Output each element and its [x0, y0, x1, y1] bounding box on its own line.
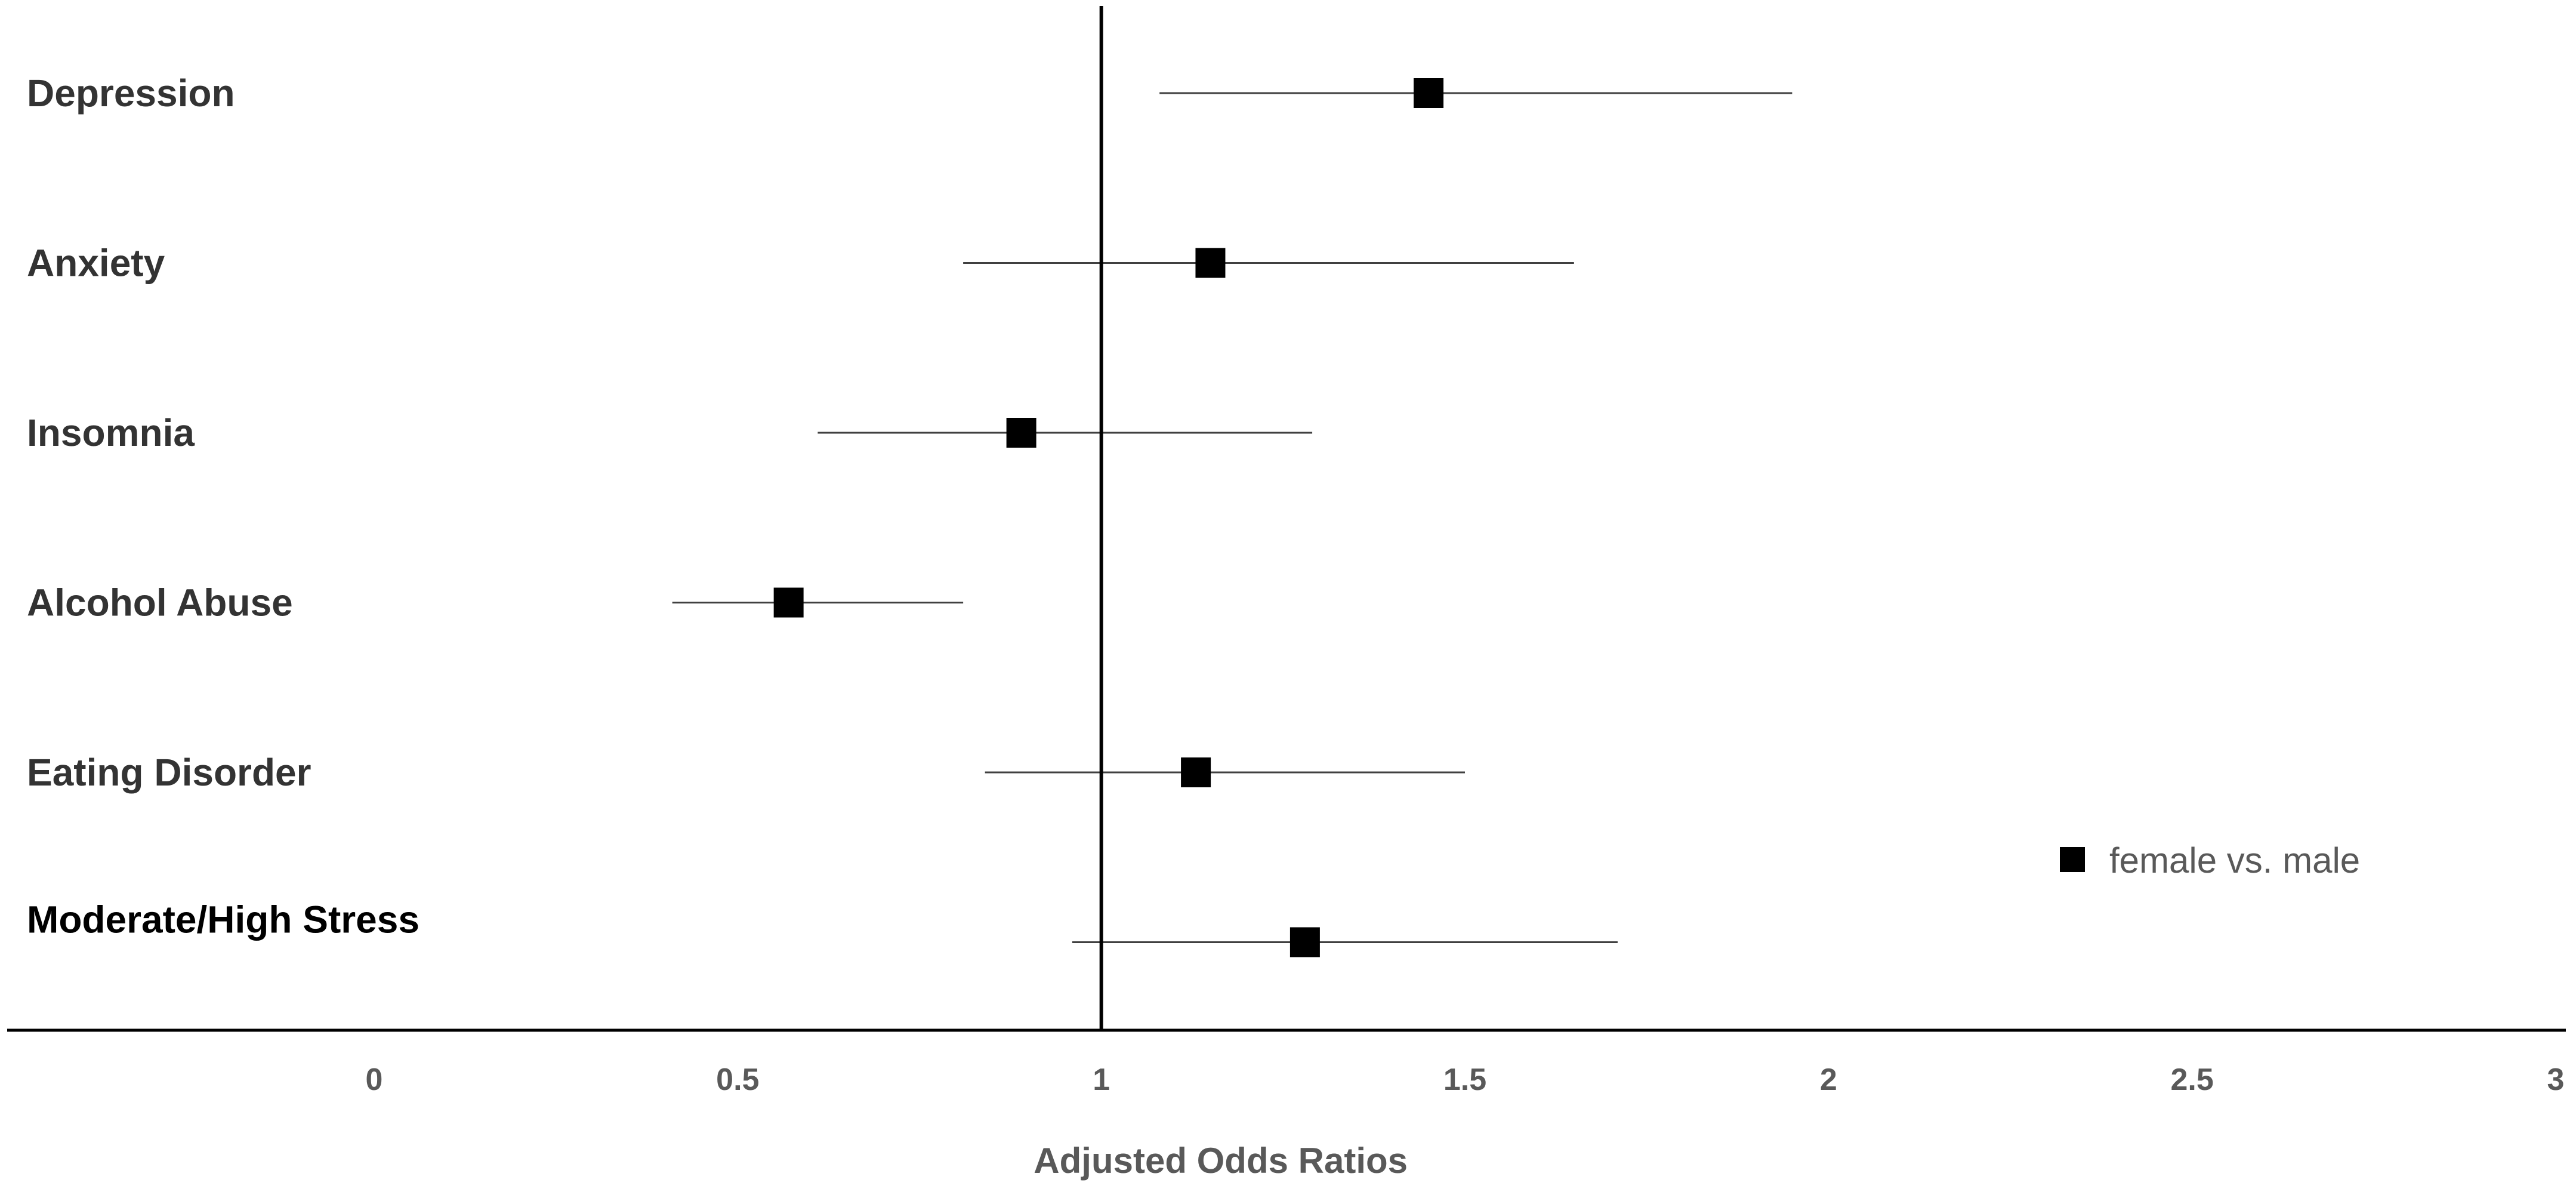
x-tick-label: 1 [1093, 1062, 1110, 1097]
legend-label: female vs. male [2109, 840, 2360, 880]
x-tick-label: 2.5 [2171, 1062, 2214, 1097]
category-labels: Depression Anxiety Insomnia Alcohol Abuse Ea… [27, 72, 419, 941]
x-tick-label: 0.5 [716, 1062, 759, 1097]
x-tick-label: 0 [366, 1062, 383, 1097]
category-label: Insomnia [27, 411, 195, 454]
category-label: Eating Disorder [27, 751, 311, 794]
category-label: Alcohol Abuse [27, 581, 293, 624]
x-tick-label: 1.5 [1443, 1062, 1486, 1097]
estimate-markers [773, 78, 1444, 957]
estimate-marker [1006, 418, 1036, 448]
x-tick-labels: 0 0.5 1 1.5 2 2.5 3 [366, 1062, 2565, 1097]
confidence-interval-lines [672, 92, 1793, 943]
estimate-marker [1181, 757, 1211, 787]
x-tick-label: 2 [1820, 1062, 1837, 1097]
estimate-marker [1195, 248, 1226, 278]
x-tick-label: 3 [2547, 1062, 2565, 1097]
estimate-marker [1289, 927, 1320, 957]
category-label: Moderate/High Stress [27, 898, 419, 941]
category-label: Anxiety [27, 242, 165, 285]
category-label: Depression [27, 72, 235, 115]
estimate-marker [773, 587, 804, 618]
legend: female vs. male [2060, 840, 2360, 880]
legend-marker [2060, 847, 2085, 872]
estimate-marker [1414, 78, 1444, 108]
x-axis-title: Adjusted Odds Ratios [1034, 1141, 1408, 1181]
